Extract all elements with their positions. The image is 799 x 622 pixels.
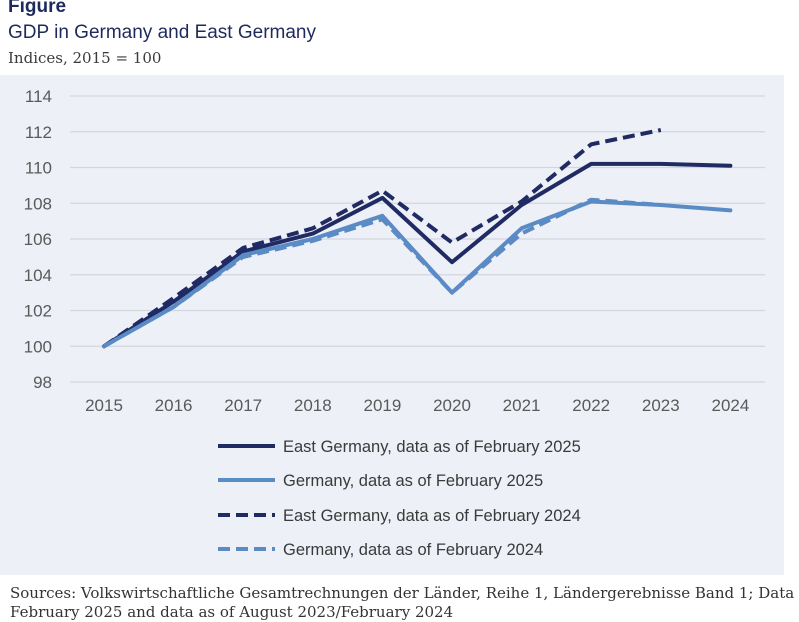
x-tick-label: 2022	[572, 396, 610, 415]
y-tick-label: 110	[25, 159, 52, 178]
x-tick-label: 2023	[642, 396, 680, 415]
series-line-4	[103, 197, 661, 349]
legend-label-2: Germany, data as of February 2025	[283, 472, 543, 490]
x-tick-label: 2016	[155, 396, 193, 415]
series-line-1	[102, 161, 733, 349]
y-tick-label: 98	[33, 373, 52, 392]
chart-panel: 98 100 102 104 106 108 110 112 114 2015 2016 2017 20…	[0, 75, 784, 575]
source-note: Sources: Volkswirtschaftliche Gesamtrech…	[10, 584, 799, 622]
header: Figure GDP in Germany and East Germany I…	[0, 0, 799, 75]
legend-label-1: East Germany, data as of February 2025	[283, 438, 581, 456]
y-tick-label: 100	[24, 337, 52, 356]
y-tick-label: 108	[24, 194, 52, 213]
source-line-1: Sources: Volkswirtschaftliche Gesamtrech…	[10, 584, 799, 602]
x-tick-label: 2018	[294, 396, 332, 415]
x-tick-label: 2019	[363, 396, 401, 415]
x-tick-label: 2015	[85, 396, 123, 415]
x-tick-label: 2017	[224, 396, 262, 415]
y-tick-label: 114	[25, 87, 52, 106]
legend-label-4: Germany, data as of February 2024	[283, 541, 543, 559]
y-tick-label: 106	[24, 230, 52, 249]
y-tick-label: 104	[24, 266, 52, 285]
x-tick-label: 2021	[503, 396, 541, 415]
x-tick-label: 2020	[433, 396, 471, 415]
figure-label: Figure	[8, 0, 67, 17]
y-tick-label: 112	[25, 123, 52, 142]
line-chart: 98 100 102 104 106 108 110 112 114 2015 2016 2017 20…	[24, 87, 765, 559]
series-line-3	[102, 128, 662, 348]
series-line-2	[102, 199, 733, 349]
x-tick-label: 2024	[711, 396, 749, 415]
legend-label-3: East Germany, data as of February 2024	[283, 507, 581, 525]
chart-title: GDP in Germany and East Germany	[8, 22, 316, 43]
chart-subtitle: Indices, 2015 = 100	[8, 49, 162, 67]
y-tick-label: 102	[24, 302, 52, 321]
